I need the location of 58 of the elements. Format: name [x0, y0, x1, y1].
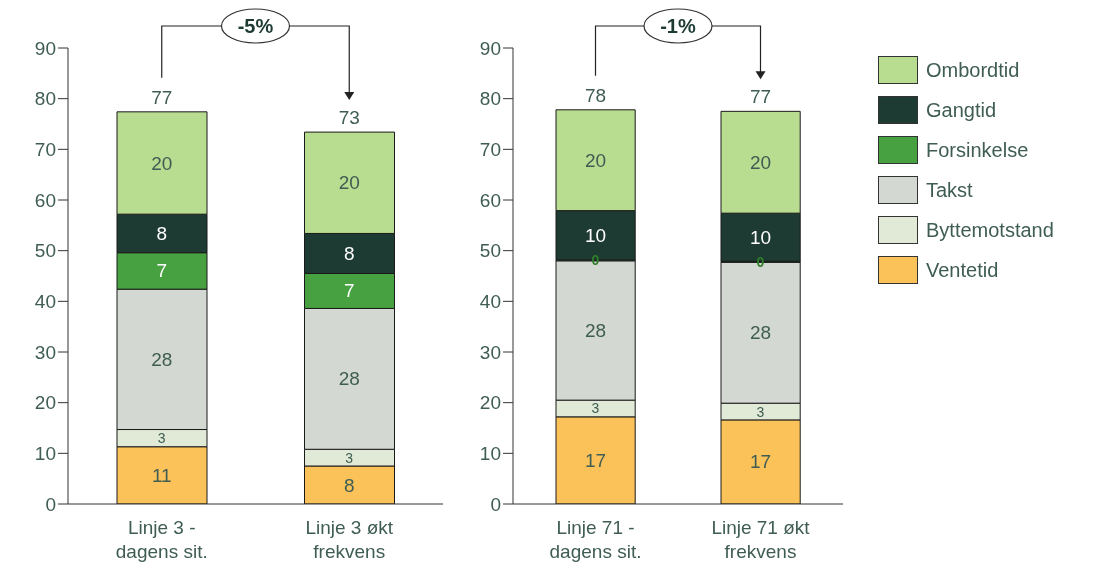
y-tick-label: 10 — [34, 443, 56, 465]
legend-label: Takst — [926, 178, 973, 202]
total-label: 77 — [151, 86, 173, 108]
y-tick-label: 50 — [34, 240, 56, 262]
data-label: 3 — [345, 449, 354, 466]
data-label: 20 — [338, 172, 360, 194]
y-tick-label: 10 — [479, 443, 501, 465]
data-label: 8 — [156, 222, 168, 244]
data-label: 20 — [749, 151, 772, 173]
data-label: 7 — [156, 260, 168, 282]
data-label: 10 — [749, 226, 772, 248]
x-tick-label: Linje 71 økt frekvens — [711, 517, 811, 562]
total-label: 77 — [749, 86, 772, 108]
y-tick-label: 90 — [479, 37, 501, 59]
legend-label: Byttemotstand — [926, 218, 1054, 242]
data-label: 3 — [157, 430, 166, 447]
y-tick-label: 40 — [479, 291, 501, 313]
y-tick-label: 20 — [34, 392, 56, 414]
data-label: 8 — [343, 242, 355, 264]
y-tick-label: 50 — [479, 240, 501, 262]
x-tick-label: Linje 3 - dagens sit. — [115, 517, 208, 562]
data-label: 28 — [151, 348, 173, 370]
data-label: 10 — [584, 224, 607, 246]
y-tick-label: 90 — [34, 37, 56, 59]
legend-label: Gangtid — [926, 98, 997, 122]
x-tick-label: Linje 3 økt frekvens — [305, 517, 394, 562]
data-label: 17 — [584, 449, 607, 471]
y-tick-label: 20 — [479, 392, 501, 414]
data-label: 3 — [756, 403, 765, 420]
data-label: 8 — [343, 474, 355, 496]
y-tick-label: 30 — [34, 341, 56, 363]
y-tick-label: 30 — [479, 341, 501, 363]
legend-label: Ombordtid — [926, 58, 1020, 82]
data-label: 7 — [343, 280, 355, 302]
data-label: 28 — [584, 319, 607, 341]
y-tick-label: 70 — [479, 139, 501, 161]
data-label: 17 — [749, 451, 772, 473]
y-tick-label: 0 — [45, 493, 56, 515]
legend-label: Ventetid — [926, 258, 999, 282]
y-tick-label: 70 — [34, 139, 56, 161]
y-tick-label: 80 — [34, 88, 56, 110]
text: -1% — [660, 15, 696, 37]
data-label: 11 — [151, 464, 172, 486]
total-label: 78 — [584, 84, 607, 106]
y-tick-label: 40 — [34, 291, 56, 313]
data-label: 20 — [584, 149, 607, 171]
total-label: 73 — [338, 107, 360, 129]
x-tick-label: Linje 71 - dagens sit. — [549, 517, 642, 562]
text: -5% — [237, 15, 274, 37]
data-label: 28 — [338, 368, 360, 390]
data-label: 3 — [591, 400, 600, 417]
y-tick-label: 80 — [479, 88, 501, 110]
y-tick-label: 60 — [479, 189, 501, 211]
legend-label: Forsinkelse — [926, 138, 1029, 162]
y-tick-label: 60 — [34, 189, 56, 211]
data-label: 20 — [151, 152, 173, 174]
data-label: 28 — [749, 322, 772, 344]
y-tick-label: 0 — [490, 493, 501, 515]
